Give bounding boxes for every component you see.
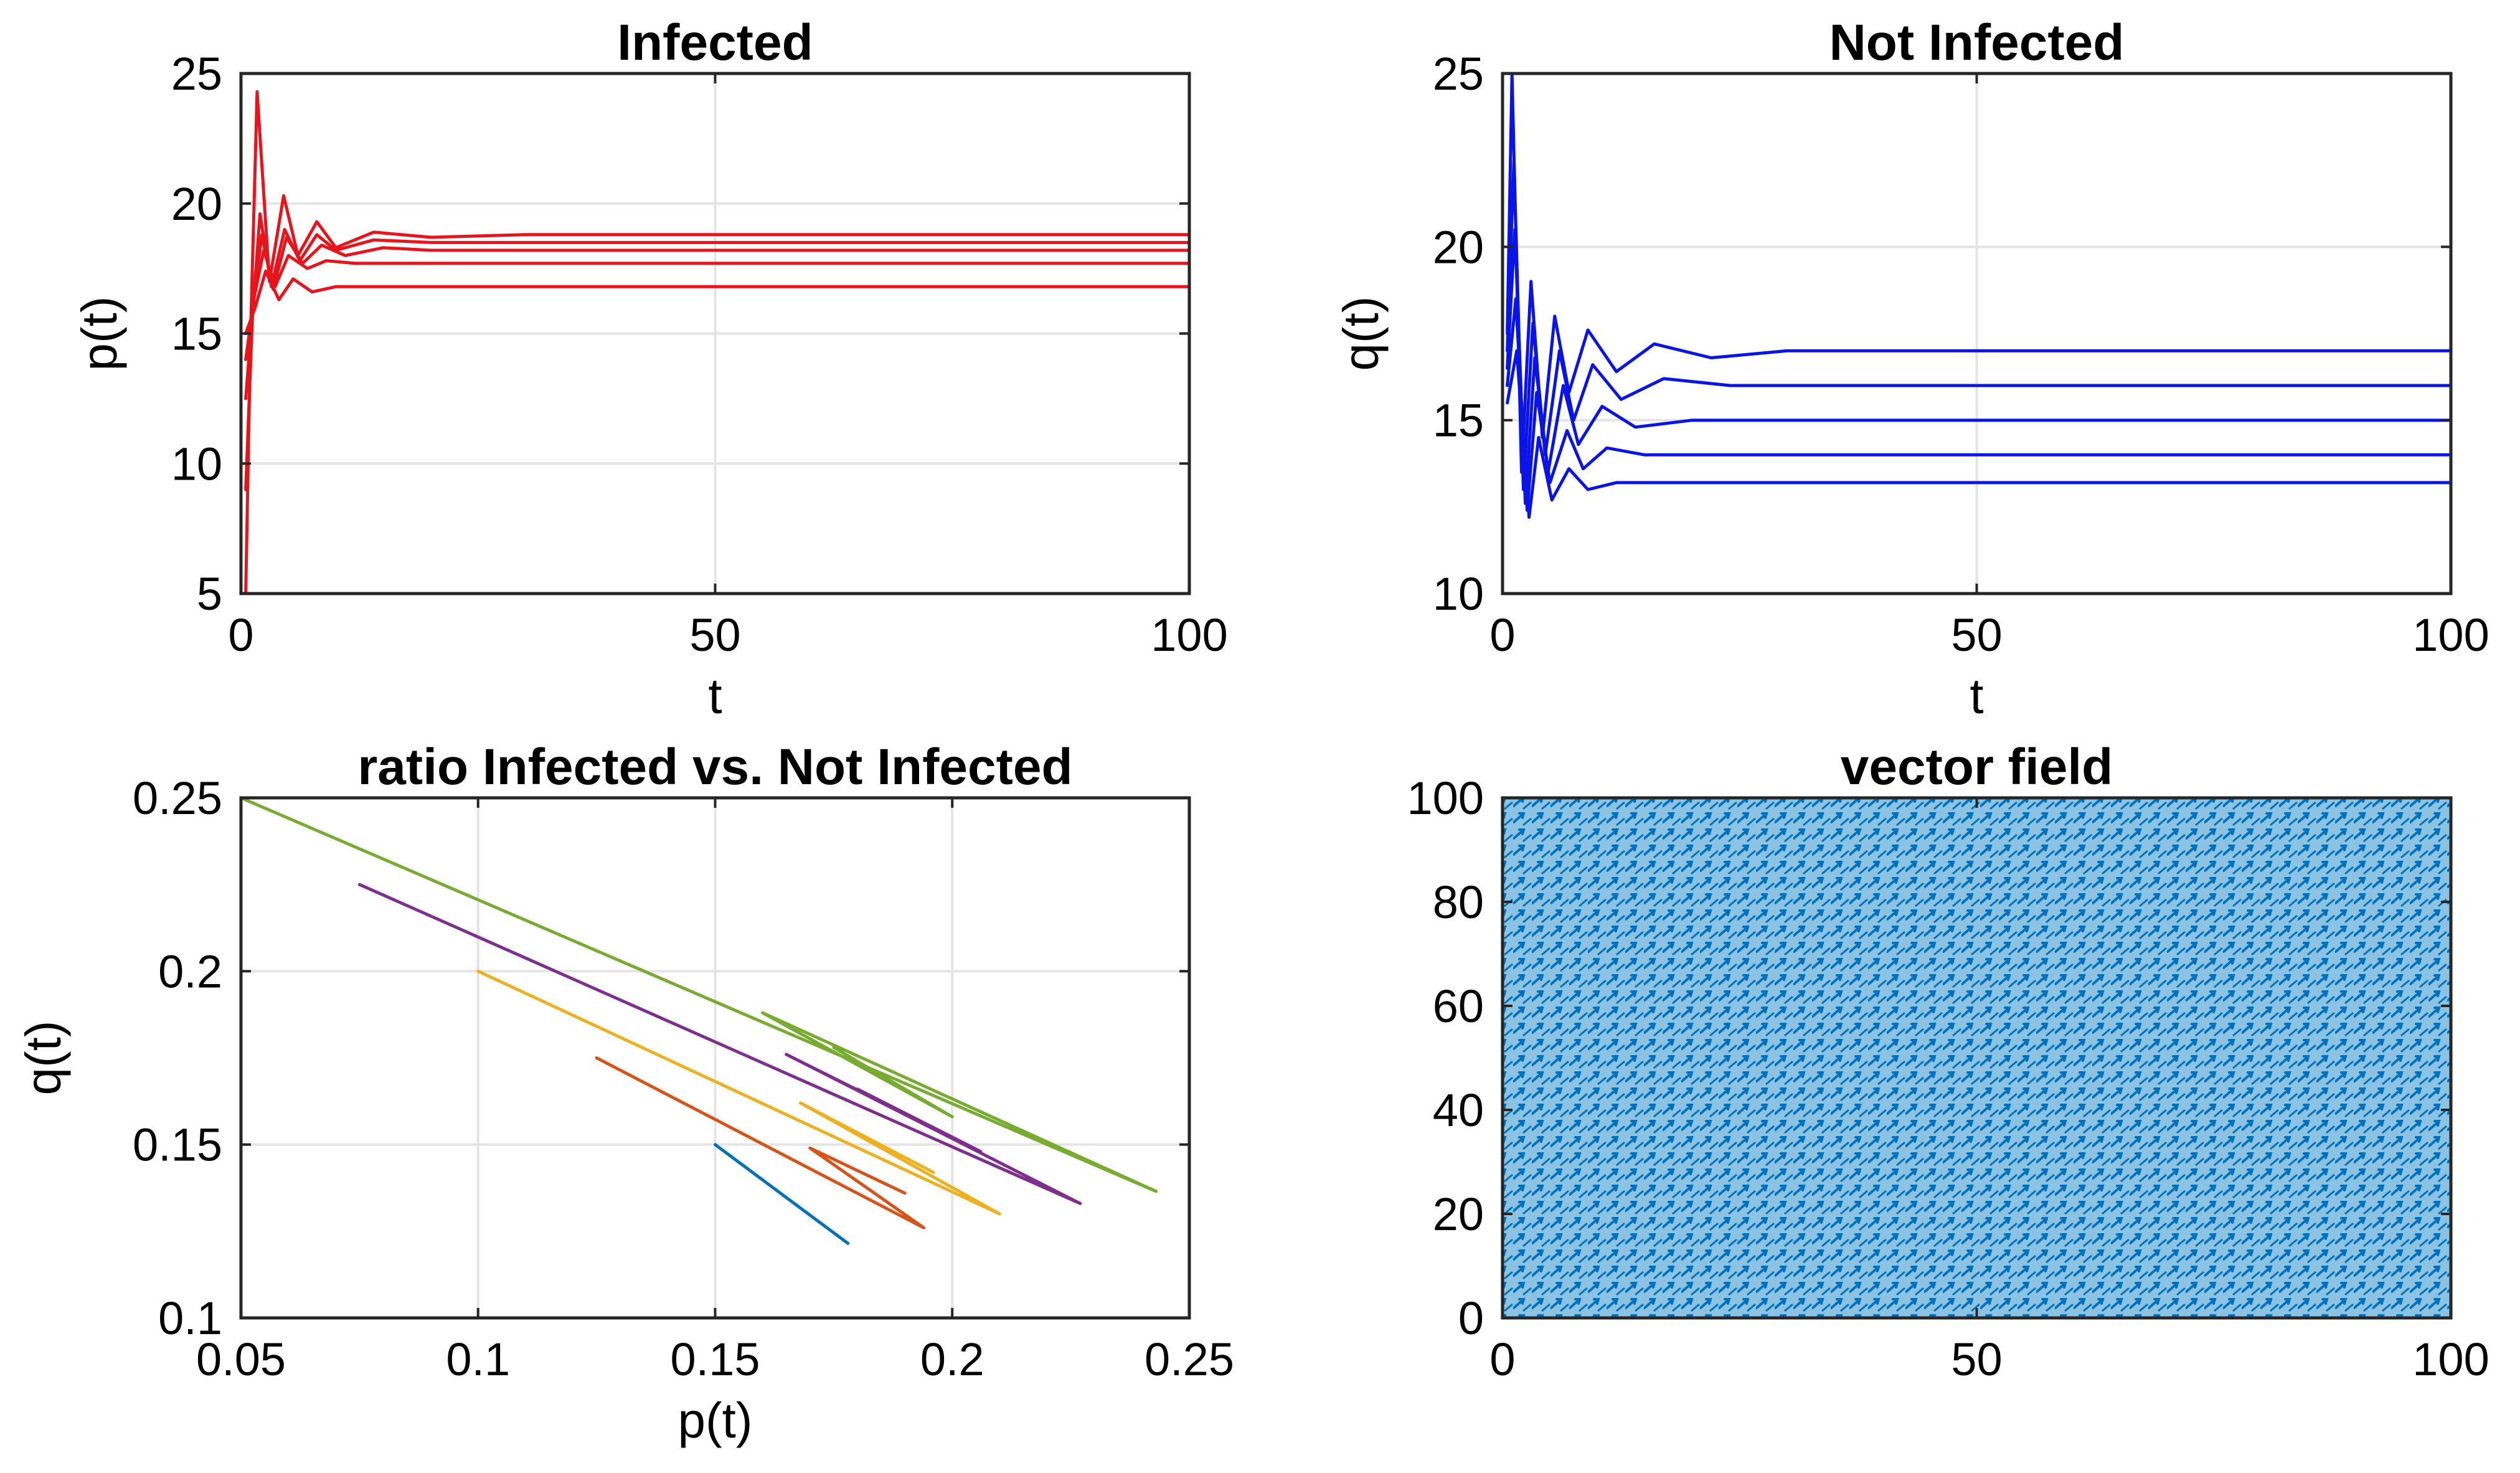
x-axis-label: t — [1970, 668, 1983, 724]
chart-panel-2: 0 50 100 10 15 20 25 Not Infected t q(t) — [1333, 14, 2489, 724]
series-line-4 — [244, 249, 1191, 361]
series-line-3 — [476, 969, 1001, 1216]
series-line-2 — [244, 212, 1191, 491]
y-tick-label: 25 — [171, 48, 222, 100]
x-tick-label: 0.05 — [196, 1333, 286, 1385]
y-axis-label: q(t) — [1333, 296, 1389, 371]
x-tick-label: 50 — [1951, 609, 2002, 661]
series-line-5 — [244, 269, 1191, 335]
x-axis-label: p(t) — [678, 1393, 753, 1448]
vector-field — [1503, 798, 2451, 1318]
x-tick-label: 0.1 — [446, 1333, 510, 1385]
y-tick-label: 20 — [1433, 221, 1484, 273]
chart-panel-1: 0 50 100 5 10 15 20 25 Infected t p(t) — [72, 14, 1228, 724]
y-tick-label: 15 — [171, 308, 222, 360]
y-tick-label: 20 — [1433, 1188, 1484, 1240]
x-tick-label: 100 — [2412, 1333, 2489, 1385]
y-tick-label: 100 — [1407, 772, 1484, 824]
series-line-3 — [244, 233, 1191, 400]
y-axis-label: p(t) — [72, 296, 127, 371]
x-tick-label: 0.2 — [920, 1333, 984, 1385]
chart-title: Infected — [617, 14, 813, 71]
y-tick-label: 80 — [1433, 876, 1484, 928]
x-tick-label: 0 — [1489, 609, 1515, 661]
series-line-5 — [239, 796, 1158, 1193]
x-tick-label: 100 — [1151, 609, 1227, 661]
y-tick-label: 60 — [1433, 980, 1484, 1032]
x-tick-label: 50 — [689, 609, 740, 661]
series-line-4 — [357, 883, 1082, 1205]
series-line-1 — [244, 90, 1191, 595]
x-tick-label: 0 — [1489, 1333, 1515, 1385]
y-tick-label: 25 — [1433, 48, 1484, 100]
chart-title: vector field — [1841, 739, 2113, 795]
y-tick-label: 0.2 — [158, 945, 222, 997]
chart-panel-4: 0 50 100 0 20 40 60 80 100 vector field — [1407, 739, 2489, 1385]
series-line-1 — [714, 1143, 850, 1245]
y-axis-label: q(t) — [16, 1021, 71, 1096]
y-tick-label: 10 — [171, 438, 222, 490]
y-tick-label: 0.1 — [158, 1292, 222, 1344]
x-tick-label: 0.25 — [1144, 1333, 1234, 1385]
x-axis-label: t — [708, 668, 722, 724]
y-tick-label: 0.25 — [133, 772, 222, 824]
y-tick-label: 10 — [1433, 568, 1484, 620]
y-tick-label: 0.15 — [133, 1119, 222, 1171]
x-tick-label: 50 — [1951, 1333, 2002, 1385]
x-tick-label: 0 — [228, 609, 253, 661]
series-line-2 — [595, 1056, 926, 1229]
x-tick-label: 0.15 — [670, 1333, 760, 1385]
series-line-5 — [1506, 349, 2453, 519]
chart-title: Not Infected — [1829, 14, 2125, 71]
y-tick-label: 0 — [1458, 1292, 1484, 1344]
y-tick-label: 40 — [1433, 1084, 1484, 1136]
chart-title: ratio Infected vs. Not Infected — [357, 739, 1072, 795]
y-tick-label: 20 — [171, 178, 222, 230]
y-tick-label: 5 — [197, 568, 222, 620]
y-tick-label: 15 — [1433, 395, 1484, 447]
x-tick-label: 100 — [2412, 609, 2489, 661]
